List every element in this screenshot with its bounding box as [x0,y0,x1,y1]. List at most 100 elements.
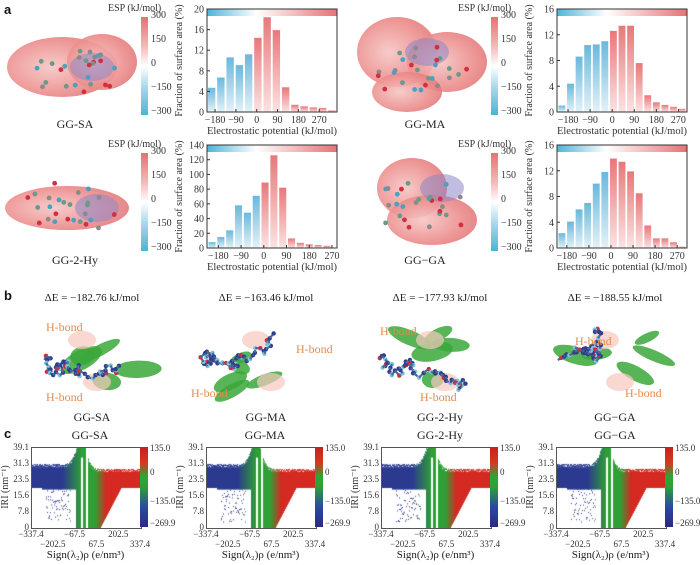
y-tick-label: 12 [194,46,204,57]
hbond-label: H-bond [420,390,457,404]
histogram-bar [584,202,592,248]
esp-colorbar-tick: −150 [151,82,172,93]
colorbar-tick: 0 [675,467,680,477]
x-tick-label: −67.5 [239,529,260,539]
atom [75,190,81,195]
histogram-bar [584,45,592,112]
x-tick-label: 90 [628,251,638,262]
atom [464,66,469,72]
x-tick-label: −90 [233,251,249,262]
sign-lambda2-colorbar [665,447,673,527]
x-tick-label: 0 [608,251,613,262]
hbond-region [606,373,634,391]
hbond-region [68,331,96,349]
atom [86,62,92,68]
binding-energy: ΔE = −188.55 kJ/mol [567,292,663,304]
y-axis-label: IRI (nm⁻¹) [525,465,536,509]
esp-colorbar-tick: 0 [151,58,156,69]
histogram-bar [618,161,626,248]
histogram-bar [288,238,296,248]
x-tick-label: 337.4 [304,539,326,549]
atom [400,204,406,209]
plot-title: GG-2-Hy [417,428,463,442]
esp-colorbar-tick: −300 [501,106,522,117]
x-tick-label: −90 [582,115,598,126]
atom [397,213,403,219]
y-tick-label: 0 [549,522,555,532]
histogram-bar [618,25,626,112]
atom [111,212,117,217]
atom [414,67,420,73]
atom [412,87,418,92]
histogram-bar [207,87,216,112]
y-tick-label: 40 [194,214,204,225]
colorbar-tick: −269.9 [675,518,700,528]
x-tick-label: 270 [671,115,686,126]
esp-colorbar-title: ESP (kJ/mol) [108,139,162,150]
hbond-label: H-bond [625,386,662,400]
x-tick-label: 0 [261,251,266,262]
histogram-bar [328,110,336,112]
atom [52,219,58,225]
histogram-bar [235,205,243,248]
x-tick-label: −202.5 [40,539,66,549]
hbond-label: H-bond [380,324,417,338]
y-tick-label: 60 [194,199,204,210]
esp-colorbar-tick: 150 [151,34,166,45]
molecule-name: GG−GA [594,410,636,424]
y-tick-label: 12 [544,166,554,177]
atom [385,186,391,191]
plot-frame [206,8,338,113]
atom [88,217,94,223]
histogram-bar [300,106,308,112]
histogram-bar [635,63,643,112]
esp-histogram: 0 20 40 60 80 100 120 140 −180 −90 0 90 180 270Electr… [174,140,339,273]
atom [434,44,440,50]
y-tick-label: 31.3 [188,458,204,468]
y-tick-label: 15.6 [538,490,554,500]
atom [406,224,412,230]
y-tick-label: 20 [194,229,204,240]
esp-colorbar [141,17,148,115]
histogram-bar [314,245,322,248]
x-axis-label: Electrostatic potential (kJ/mol) [207,262,338,273]
atom [38,58,44,64]
iri-scatter-plot [31,447,142,529]
x-tick-label: 180 [291,115,306,126]
atom [32,191,38,197]
panel-c-label: c [4,426,12,441]
x-tick-label: 90 [629,115,639,126]
colorbar-tick: 0 [150,467,155,477]
hbond-label: H-bond [46,320,83,334]
y-axis-label: IRI (nm⁻¹) [0,465,11,509]
atom [43,80,49,85]
histogram-bar [263,17,271,113]
atom [82,211,88,217]
colorbar-tick: 135.0 [325,443,346,453]
atom [47,204,53,210]
atom [413,200,419,205]
histogram-bar [243,212,251,248]
histogram-bar [254,37,262,113]
x-tick-label: −337.4 [543,529,569,539]
histogram-bar [627,25,635,112]
esp-colorbar-tick: 300 [501,146,516,157]
atom [72,82,78,88]
x-tick-label: −337.4 [368,529,394,539]
x-axis-label: Electrostatic potential (kJ/mol) [557,126,688,137]
atom [433,62,438,68]
y-tick-label: 12 [544,30,554,41]
histogram-bar [670,106,677,112]
y-tick-label: 23.5 [13,474,29,484]
atom [63,83,69,89]
nci-isosurface-image [553,326,676,391]
x-tick-label: 202.5 [108,529,129,539]
atom [426,75,431,81]
x-tick-label: 202.5 [283,529,304,539]
histogram-bar [601,41,609,112]
hbond-region [416,331,444,349]
atom [77,219,83,225]
esp-colorbar [141,153,148,251]
histogram-bar [226,230,234,248]
